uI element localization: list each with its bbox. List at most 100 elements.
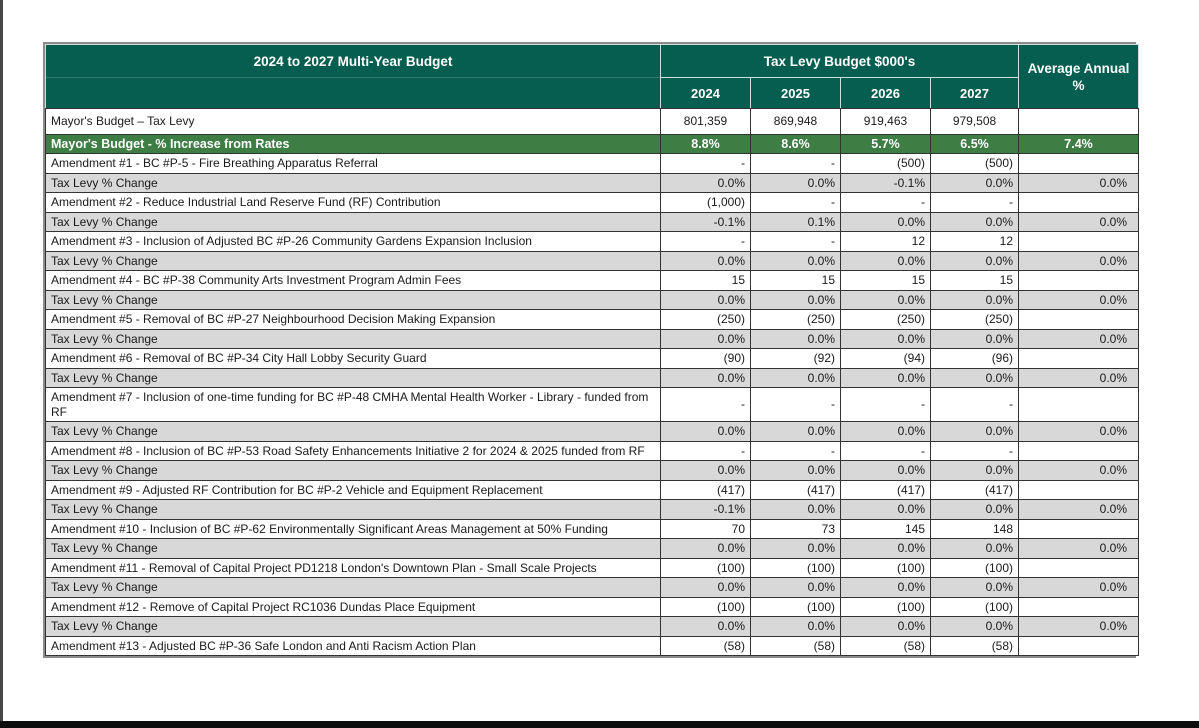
value-cell-2027: - bbox=[929, 387, 1020, 422]
amendment-row: Amendment #8 - Inclusion of BC #P-53 Roa… bbox=[45, 440, 1140, 461]
tax-levy-change-row: Tax Levy % Change 0.0% 0.0% 0.0% 0.0% 0.0% bbox=[45, 250, 1140, 271]
value-cell-2026: 0.0% bbox=[840, 250, 931, 271]
average-annual-cell: 0.0% bbox=[1018, 460, 1140, 481]
value-cell-2027: 0.0% bbox=[929, 289, 1020, 310]
row-label: Amendment #12 - Remove of Capital Projec… bbox=[45, 596, 661, 617]
average-annual-cell bbox=[1018, 348, 1140, 369]
value-cell-2024: 0.0% bbox=[660, 421, 751, 442]
amendment-row: Amendment #7 - Inclusion of one-time fun… bbox=[45, 387, 1140, 422]
value-cell-2025: 0.0% bbox=[750, 538, 841, 559]
value-cell-2026: - bbox=[840, 387, 931, 422]
value-cell-2024: 0.0% bbox=[660, 289, 751, 310]
amendment-row: Amendment #5 - Removal of BC #P-27 Neigh… bbox=[45, 309, 1140, 330]
value-cell-2024: - bbox=[660, 153, 751, 174]
amendment-row: Amendment #4 - BC #P-38 Community Arts I… bbox=[45, 270, 1140, 291]
row-label: Amendment #7 - Inclusion of one-time fun… bbox=[45, 387, 661, 422]
year-header-2024: 2024 bbox=[660, 77, 751, 109]
amendment-row: Amendment #10 - Inclusion of BC #P-62 En… bbox=[45, 518, 1140, 539]
amendment-row: Amendment #11 - Removal of Capital Proje… bbox=[45, 557, 1140, 578]
value-cell-2027: 0.0% bbox=[929, 460, 1020, 481]
row-label: Tax Levy % Change bbox=[45, 421, 661, 442]
value-cell-2025: 0.0% bbox=[750, 577, 841, 598]
value-cell-2027: (100) bbox=[929, 596, 1020, 617]
amendment-row: Amendment #12 - Remove of Capital Projec… bbox=[45, 596, 1140, 617]
value-cell-2025: - bbox=[750, 387, 841, 422]
value-cell-2025: 15 bbox=[750, 270, 841, 291]
row-label: Mayor's Budget – Tax Levy bbox=[45, 108, 661, 135]
value-cell-2024: -0.1% bbox=[660, 211, 751, 232]
value-cell-2026: 0.0% bbox=[840, 367, 931, 388]
value-cell-2024: 0.0% bbox=[660, 328, 751, 349]
value-cell-2025: 0.0% bbox=[750, 616, 841, 637]
tax-levy-change-row: Tax Levy % Change 0.0% 0.0% 0.0% 0.0% 0.0% bbox=[45, 328, 1140, 349]
value-cell-2027: 979,508 bbox=[929, 108, 1020, 135]
amendment-row: Amendment #2 - Reduce Industrial Land Re… bbox=[45, 192, 1140, 213]
average-annual-cell bbox=[1018, 270, 1140, 291]
row-label: Tax Levy % Change bbox=[45, 538, 661, 559]
value-cell-2026: (100) bbox=[840, 596, 931, 617]
value-cell-2026: (250) bbox=[840, 309, 931, 330]
row-label: Tax Levy % Change bbox=[45, 250, 661, 271]
amendment-row: Amendment #6 - Removal of BC #P-34 City … bbox=[45, 348, 1140, 369]
value-cell-2027: 0.0% bbox=[929, 328, 1020, 349]
average-annual-cell: 0.0% bbox=[1018, 211, 1140, 232]
value-cell-2024: (58) bbox=[660, 635, 751, 656]
value-cell-2027: (417) bbox=[929, 479, 1020, 500]
value-cell-2026: 5.7% bbox=[840, 133, 931, 154]
multi-year-budget-table: 2024 to 2027 Multi-Year Budget Tax Levy … bbox=[45, 44, 1140, 656]
row-label: Amendment #11 - Removal of Capital Proje… bbox=[45, 557, 661, 578]
row-label: Amendment #1 - BC #P-5 - Fire Breathing … bbox=[45, 153, 661, 174]
value-cell-2027: (58) bbox=[929, 635, 1020, 656]
value-cell-2025: 0.0% bbox=[750, 499, 841, 520]
tax-levy-change-row: Tax Levy % Change 0.0% 0.0% 0.0% 0.0% 0.0% bbox=[45, 460, 1140, 481]
value-cell-2024: -0.1% bbox=[660, 499, 751, 520]
summary-row: Mayor's Budget - % Increase from Rates 8.… bbox=[45, 133, 1140, 154]
value-cell-2027: 0.0% bbox=[929, 577, 1020, 598]
average-annual-cell bbox=[1018, 596, 1140, 617]
row-label: Tax Levy % Change bbox=[45, 499, 661, 520]
value-cell-2025: 73 bbox=[750, 518, 841, 539]
average-annual-cell: 0.0% bbox=[1018, 328, 1140, 349]
value-cell-2025: 0.0% bbox=[750, 421, 841, 442]
value-cell-2027: 0.0% bbox=[929, 250, 1020, 271]
average-annual-cell: 7.4% bbox=[1018, 133, 1140, 154]
value-cell-2025: - bbox=[750, 192, 841, 213]
tax-levy-change-row: Tax Levy % Change -0.1% 0.1% 0.0% 0.0% 0.0% bbox=[45, 211, 1140, 232]
value-cell-2027: 15 bbox=[929, 270, 1020, 291]
value-cell-2024: - bbox=[660, 440, 751, 461]
value-cell-2024: 0.0% bbox=[660, 577, 751, 598]
value-cell-2027: 6.5% bbox=[929, 133, 1020, 154]
table-title-spacer bbox=[46, 78, 660, 107]
value-cell-2025: (92) bbox=[750, 348, 841, 369]
value-cell-2027: 0.0% bbox=[929, 421, 1020, 442]
value-cell-2025: 0.0% bbox=[750, 460, 841, 481]
row-label: Amendment #5 - Removal of BC #P-27 Neigh… bbox=[45, 309, 661, 330]
value-cell-2027: 0.0% bbox=[929, 616, 1020, 637]
year-header-2027: 2027 bbox=[929, 77, 1020, 109]
tax-levy-change-row: Tax Levy % Change 0.0% 0.0% 0.0% 0.0% 0.0% bbox=[45, 577, 1140, 598]
row-label: Tax Levy % Change bbox=[45, 460, 661, 481]
value-cell-2026: 0.0% bbox=[840, 538, 931, 559]
tax-levy-change-row: Tax Levy % Change 0.0% 0.0% 0.0% 0.0% 0.0% bbox=[45, 367, 1140, 388]
value-cell-2027: (250) bbox=[929, 309, 1020, 330]
value-cell-2026: 0.0% bbox=[840, 328, 931, 349]
value-cell-2025: (58) bbox=[750, 635, 841, 656]
row-label: Tax Levy % Change bbox=[45, 367, 661, 388]
year-header-2025: 2025 bbox=[750, 77, 841, 109]
average-annual-cell: 0.0% bbox=[1018, 289, 1140, 310]
table-title-header: 2024 to 2027 Multi-Year Budget bbox=[45, 44, 661, 109]
row-label: Amendment #8 - Inclusion of BC #P-53 Roa… bbox=[45, 440, 661, 461]
average-annual-cell bbox=[1018, 479, 1140, 500]
value-cell-2026: 0.0% bbox=[840, 421, 931, 442]
row-label: Amendment #6 - Removal of BC #P-34 City … bbox=[45, 348, 661, 369]
amendment-row: Amendment #3 - Inclusion of Adjusted BC … bbox=[45, 231, 1140, 252]
average-annual-cell bbox=[1018, 635, 1140, 656]
value-cell-2027: 0.0% bbox=[929, 538, 1020, 559]
value-cell-2027: (500) bbox=[929, 153, 1020, 174]
value-cell-2024: (100) bbox=[660, 557, 751, 578]
value-cell-2024: - bbox=[660, 387, 751, 422]
average-annual-cell: 0.0% bbox=[1018, 172, 1140, 193]
value-cell-2024: 0.0% bbox=[660, 172, 751, 193]
average-annual-cell: 0.0% bbox=[1018, 538, 1140, 559]
row-label: Amendment #2 - Reduce Industrial Land Re… bbox=[45, 192, 661, 213]
